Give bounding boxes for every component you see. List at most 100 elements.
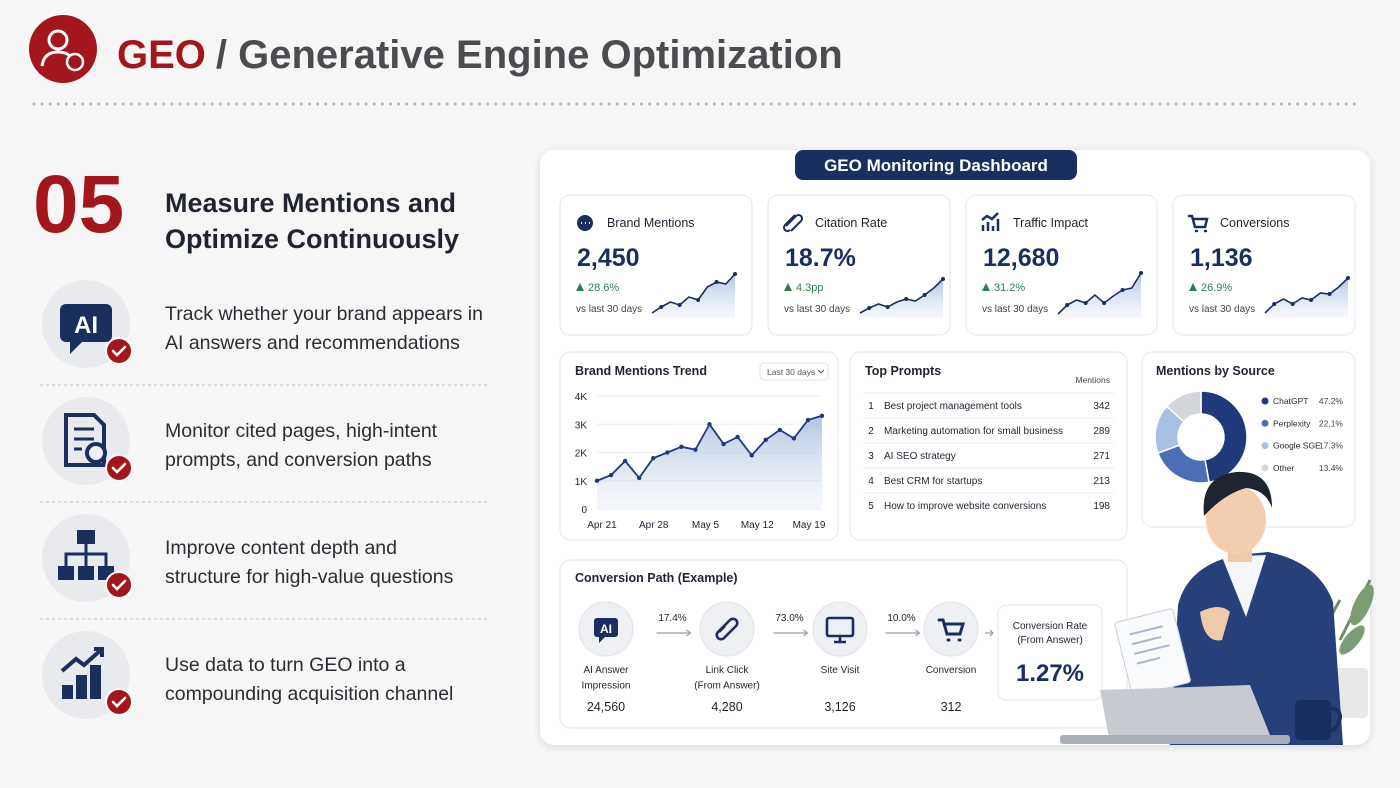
item-text: prompts, and conversion paths (165, 449, 432, 471)
trend-point (735, 434, 740, 440)
kpi-period: vs last 30 days (576, 304, 642, 315)
trend-point (819, 413, 825, 418)
range-select[interactable] (759, 362, 829, 381)
kpi-change: 4.3pp (796, 282, 824, 294)
trend-chart: 0 1K 2K 3K 4K Apr 21 Apr 28 May 5 May 12 May 19 (575, 392, 826, 531)
doc-lines (74, 427, 94, 451)
check-badge (105, 571, 133, 599)
trend-point (622, 458, 628, 464)
sparkline-point (714, 280, 719, 284)
kpi-period: vs last 30 days (982, 304, 1048, 315)
step-label: AI Answer (583, 665, 629, 676)
prompt-text: Best CRM for startups (884, 476, 982, 487)
step-number: 05 (33, 159, 124, 250)
title-accent: GEO (117, 33, 206, 77)
x-tick-label: May 5 (692, 520, 720, 531)
item-text: Monitor cited pages, high-intent (165, 420, 438, 442)
prompt-rank: 5 (868, 501, 874, 512)
item-text: Improve content depth and (165, 537, 397, 559)
item-text: compounding acquisition channel (165, 683, 453, 705)
kpi-value: 12,680 (983, 244, 1059, 272)
trend-arrow (60, 647, 104, 673)
step-icon-label: AI (600, 622, 612, 636)
kpi-period: vs last 30 days (1189, 304, 1255, 315)
icon-badge (65, 52, 85, 72)
kpi-value: 1,136 (1190, 244, 1253, 272)
trend-point (791, 436, 797, 441)
dashboard-title-pill (795, 150, 1077, 180)
conversion-path: AI AI Answer Impression 24,560 Link Click (Fr… (578, 601, 994, 714)
x-tick-label: Apr 28 (639, 520, 669, 531)
conversion-title: Conversion Path (Example) (575, 571, 738, 585)
step-arrow (773, 629, 809, 637)
title: GEO / Generative Engine Optimization (117, 33, 843, 77)
range-label[interactable]: Last 30 days (767, 367, 815, 377)
legend-value: 17.3% (1319, 441, 1344, 451)
kpi-label: Conversions (1220, 216, 1289, 230)
person-illustration (1060, 471, 1374, 745)
step-rate: 17.4% (658, 613, 686, 624)
step-label: Impression (582, 681, 631, 692)
kpi-label: Traffic Impact (1013, 216, 1089, 230)
trend-point (693, 447, 698, 452)
legend-swatch (1261, 419, 1269, 427)
y-tick-label: 4K (575, 392, 588, 403)
legend-label: ChatGPT (1273, 396, 1308, 406)
kpi-value: 2,450 (577, 244, 640, 272)
check-badge (105, 688, 133, 716)
sparkline-point (904, 297, 909, 301)
change-arrow (576, 283, 584, 291)
prompt-text: Marketing automation for small business (884, 426, 1063, 437)
legend-label: Other (1273, 463, 1294, 473)
magnifier (85, 442, 107, 464)
change-arrow (784, 283, 792, 291)
prompts-title: Top Prompts (865, 364, 941, 378)
trend-point (636, 475, 642, 481)
sparkline (1057, 272, 1142, 315)
trend-point (749, 453, 754, 458)
step-icon (594, 618, 618, 637)
legend-value: 47.2% (1319, 396, 1344, 406)
sparkline-point (696, 298, 701, 302)
step-label: Conversion (926, 665, 977, 676)
kpi-change: 31.2% (994, 282, 1025, 294)
sparkline (859, 278, 944, 314)
prompt-rank: 3 (868, 451, 874, 462)
trend-area (597, 415, 822, 509)
kpi-label: Citation Rate (815, 216, 887, 230)
step-value: 4,280 (711, 700, 742, 714)
check-mark (111, 462, 127, 474)
doc-icon (64, 413, 106, 467)
prompts-column: Mentions (1076, 375, 1111, 385)
kpi-icon (981, 212, 1000, 231)
kpi-label: Brand Mentions (607, 216, 695, 230)
y-tick-label: 0 (581, 505, 587, 516)
prompt-mentions: 271 (1093, 451, 1110, 462)
step-value: 24,560 (587, 700, 625, 714)
sparkline-point (941, 277, 945, 281)
trend-point (651, 455, 656, 461)
prompt-mentions: 289 (1093, 426, 1110, 437)
trend-point (805, 417, 811, 423)
kpi-change: 28.6% (588, 282, 619, 294)
sparkline-point (1139, 271, 1143, 275)
prompt-mentions: 213 (1093, 476, 1110, 487)
sparkline-point (1290, 302, 1295, 306)
check-badge (105, 337, 133, 365)
ai-icon (60, 304, 112, 342)
sparkline-point (885, 305, 890, 309)
prompt-text: How to improve website conversions (884, 501, 1046, 512)
trend-point (679, 444, 684, 450)
donut-slice (1165, 390, 1202, 423)
step-circle (812, 601, 868, 657)
step-icon (937, 618, 966, 642)
trend-point (763, 437, 768, 442)
sparkline-point (1309, 298, 1314, 302)
prompt-mentions: 198 (1093, 501, 1110, 512)
change-arrow (1189, 283, 1197, 291)
prompt-text: Best project management tools (884, 401, 1022, 412)
bar-icon (76, 675, 87, 699)
trend-point (707, 422, 712, 427)
result-value: 1.27% (1016, 660, 1084, 687)
item-list: AI Track whether your brand appears in AI … (40, 280, 490, 719)
